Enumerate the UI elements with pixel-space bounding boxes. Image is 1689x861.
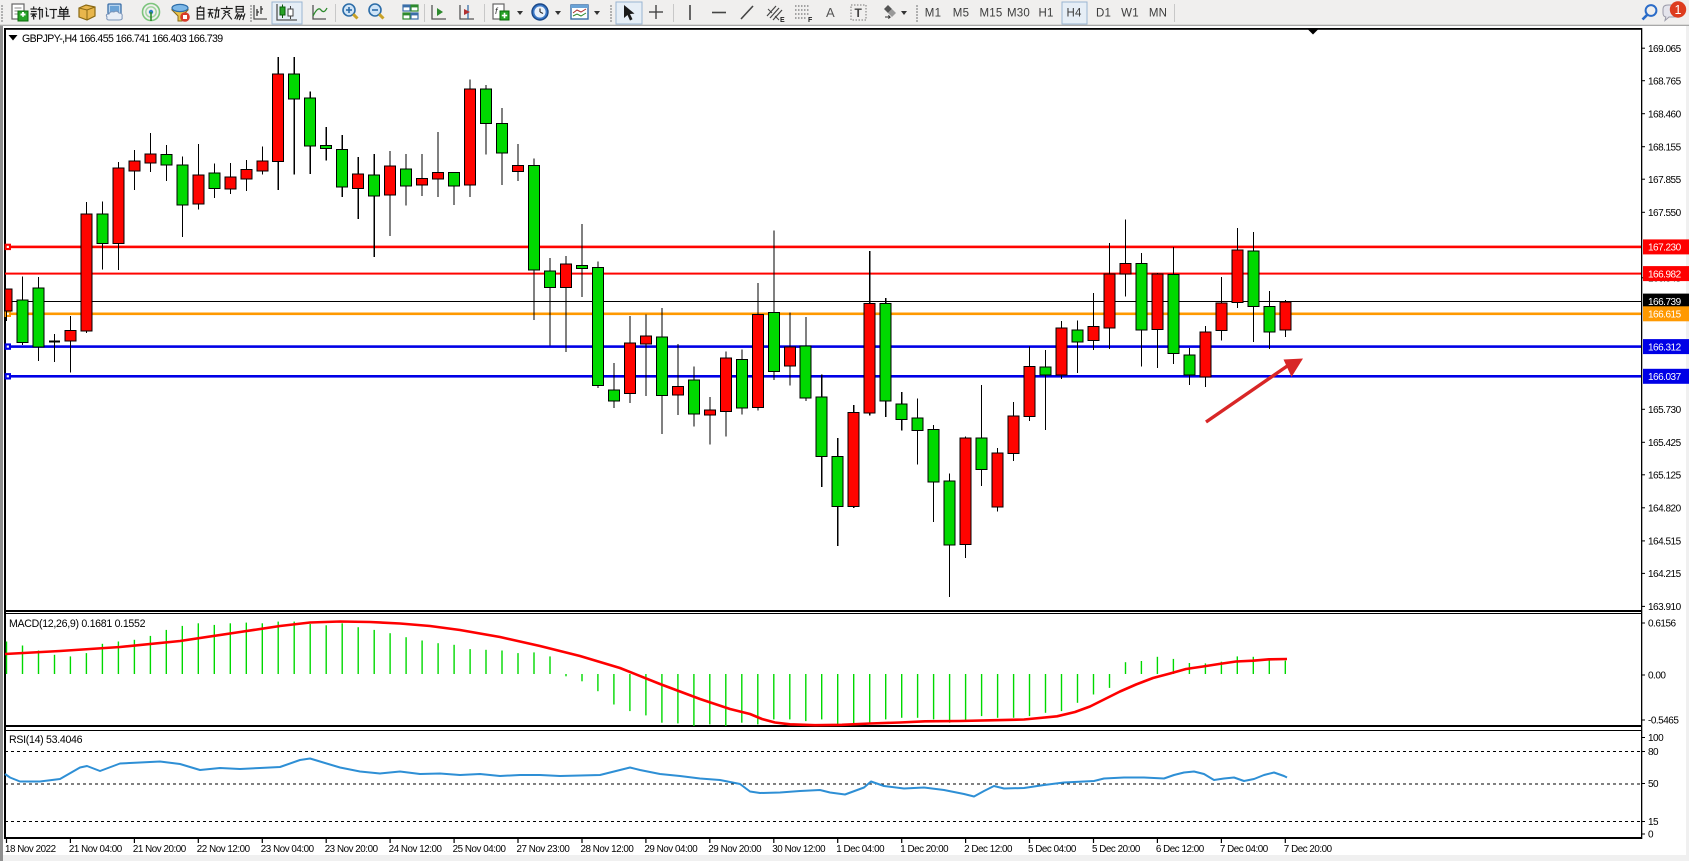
svg-text:50: 50 [1648, 779, 1659, 790]
svg-text:22 Nov 12:00: 22 Nov 12:00 [197, 844, 251, 855]
svg-text:163.910: 163.910 [1648, 602, 1682, 613]
svg-text:18 Nov 2022: 18 Nov 2022 [5, 844, 56, 855]
svg-text:23 Nov 20:00: 23 Nov 20:00 [325, 844, 379, 855]
svg-text:166.312: 166.312 [1648, 342, 1682, 353]
svg-text:M30: M30 [1007, 8, 1030, 20]
svg-text:167.855: 167.855 [1648, 175, 1682, 186]
svg-text:M15: M15 [980, 8, 1003, 20]
svg-text:15: 15 [1648, 817, 1659, 828]
svg-text:H1: H1 [1038, 8, 1053, 20]
svg-text:7 Dec 04:00: 7 Dec 04:00 [1220, 844, 1269, 855]
svg-text:27 Nov 23:00: 27 Nov 23:00 [517, 844, 571, 855]
svg-text:164.215: 164.215 [1648, 569, 1682, 580]
svg-text:0: 0 [1648, 830, 1654, 841]
svg-text:100: 100 [1648, 733, 1664, 744]
svg-text:165.125: 165.125 [1648, 471, 1682, 482]
svg-text:0.6156: 0.6156 [1648, 619, 1677, 630]
svg-text:166.982: 166.982 [1648, 269, 1682, 280]
svg-text:166.739: 166.739 [1648, 297, 1682, 308]
svg-text:28 Nov 12:00: 28 Nov 12:00 [581, 844, 635, 855]
svg-text:T: T [855, 6, 863, 20]
svg-text:166.615: 166.615 [1648, 310, 1682, 321]
svg-text:MN: MN [1149, 8, 1167, 20]
svg-text:29 Nov 20:00: 29 Nov 20:00 [708, 844, 762, 855]
svg-text:165.425: 165.425 [1648, 438, 1682, 449]
svg-text:RSI(14) 53.4046: RSI(14) 53.4046 [9, 734, 83, 746]
svg-text:167.230: 167.230 [1648, 243, 1682, 254]
svg-text:1 Dec 20:00: 1 Dec 20:00 [900, 844, 949, 855]
svg-text:H4: H4 [1066, 8, 1082, 20]
svg-text:7 Dec 20:00: 7 Dec 20:00 [1284, 844, 1333, 855]
svg-text:80: 80 [1648, 747, 1659, 758]
svg-text:F: F [808, 17, 813, 24]
svg-text:-0.5465: -0.5465 [1648, 716, 1679, 727]
svg-text:f: f [495, 6, 499, 16]
svg-text:E: E [780, 17, 785, 24]
svg-text:169.065: 169.065 [1648, 44, 1682, 55]
svg-text:6 Dec 12:00: 6 Dec 12:00 [1156, 844, 1205, 855]
svg-text:M1: M1 [925, 8, 941, 20]
svg-text:W1: W1 [1121, 8, 1139, 20]
svg-text:1: 1 [1675, 3, 1682, 17]
svg-text:166.037: 166.037 [1648, 372, 1682, 383]
svg-text:30 Nov 12:00: 30 Nov 12:00 [772, 844, 826, 855]
svg-text:165.730: 165.730 [1648, 405, 1682, 416]
svg-text:24 Nov 12:00: 24 Nov 12:00 [389, 844, 443, 855]
svg-text:25 Nov 04:00: 25 Nov 04:00 [453, 844, 507, 855]
svg-text:21 Nov 04:00: 21 Nov 04:00 [69, 844, 123, 855]
svg-text:21 Nov 20:00: 21 Nov 20:00 [133, 844, 187, 855]
svg-text:A: A [826, 5, 835, 20]
svg-text:168.155: 168.155 [1648, 142, 1682, 153]
svg-text:GBPJPY-,H4 166.455 166.741 16: GBPJPY-,H4 166.455 166.741 166.403 166.7… [22, 33, 223, 45]
svg-text:164.820: 164.820 [1648, 504, 1682, 515]
svg-text:168.765: 168.765 [1648, 76, 1682, 87]
svg-text:2 Dec 12:00: 2 Dec 12:00 [964, 844, 1013, 855]
svg-text:1 Dec 04:00: 1 Dec 04:00 [836, 844, 885, 855]
svg-text:23 Nov 04:00: 23 Nov 04:00 [261, 844, 315, 855]
svg-text:5 Dec 20:00: 5 Dec 20:00 [1092, 844, 1141, 855]
svg-text:164.515: 164.515 [1648, 537, 1682, 548]
svg-text:D1: D1 [1096, 8, 1111, 20]
svg-text:168.460: 168.460 [1648, 109, 1682, 120]
svg-text:0.00: 0.00 [1648, 671, 1666, 682]
svg-text:167.550: 167.550 [1648, 208, 1682, 219]
svg-text:M5: M5 [953, 8, 969, 20]
svg-text:5 Dec 04:00: 5 Dec 04:00 [1028, 844, 1077, 855]
svg-text:29 Nov 04:00: 29 Nov 04:00 [644, 844, 698, 855]
svg-text:MACD(12,26,9) 0.1681 0.1552: MACD(12,26,9) 0.1681 0.1552 [9, 618, 146, 630]
